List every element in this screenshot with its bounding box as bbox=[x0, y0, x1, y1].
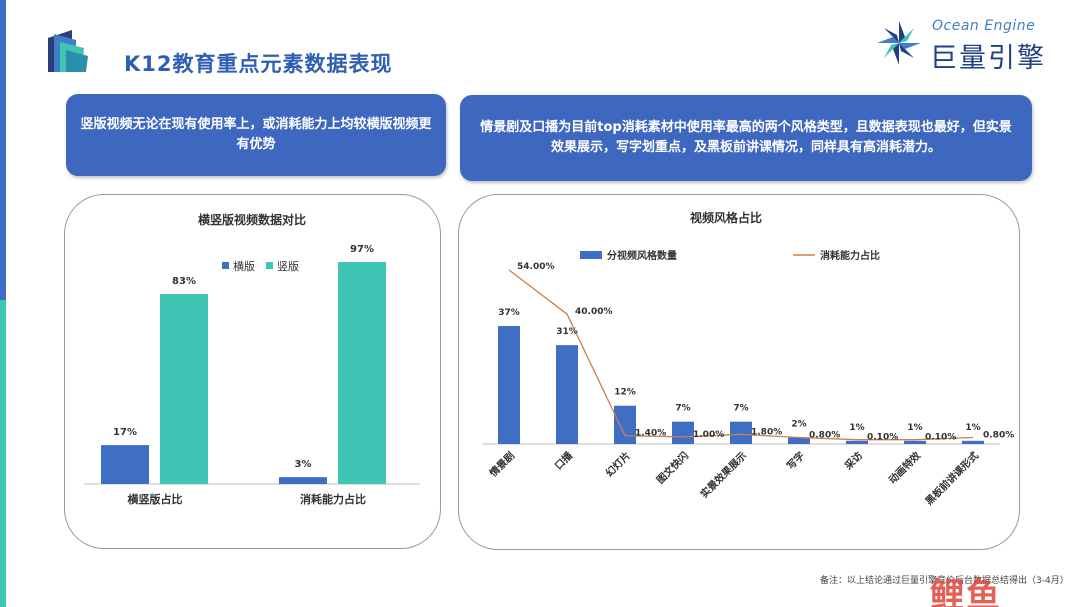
chart2-line-label: 1.40% bbox=[635, 429, 666, 439]
callout-video-style: 情景剧及口播为目前top消耗素材中使用率最高的两个风格类型，且数据表现也最好，但… bbox=[460, 95, 1032, 181]
page-title: K12教育重点元素数据表现 bbox=[124, 52, 393, 76]
chart2-legend-label: 分视频风格数量 bbox=[607, 249, 677, 262]
chart2-category-label: 情景剧 bbox=[487, 449, 517, 479]
chart1-data-label: 17% bbox=[113, 427, 137, 438]
chart2-title: 视频风格占比 bbox=[690, 210, 762, 225]
chart2-bar-label: 1% bbox=[849, 423, 864, 433]
footnote: 备注：以上结论通过巨量引擎竞价后台数据总结得出（3-4月） bbox=[820, 576, 1069, 586]
chart2-line-label: 1.80% bbox=[751, 427, 782, 437]
chart2-bar-label: 2% bbox=[791, 420, 806, 430]
chart1-bar bbox=[101, 445, 149, 484]
left-accent-teal bbox=[0, 300, 6, 607]
watermark-logo: 鲤鱼 bbox=[930, 576, 1002, 607]
chart2-bar bbox=[788, 437, 810, 444]
callout-text: 竖版视频无论在现有使用率上，或消耗能力上均较横版视频更有优势 bbox=[80, 117, 432, 152]
chart2-category-label: 黑板前讲课形式 bbox=[922, 449, 981, 508]
chart2-bar bbox=[904, 440, 926, 444]
chart2-line-label: 0.10% bbox=[925, 433, 956, 443]
chart1-title: 横竖版视频数据对比 bbox=[198, 212, 306, 227]
chart2-bar bbox=[498, 326, 520, 444]
chart2-line-series bbox=[508, 269, 974, 441]
brand-logo: Ocean Engine 巨量引擎 bbox=[874, 16, 1054, 76]
chart2-category-label: 实景效果展示 bbox=[698, 449, 750, 501]
chart1-data-label: 83% bbox=[172, 276, 196, 287]
chart2-legend-swatch-bar bbox=[580, 251, 602, 259]
left-accent-bar bbox=[0, 0, 6, 607]
chart2-bar-label: 1% bbox=[907, 423, 922, 433]
brand-name-en: Ocean Engine bbox=[932, 18, 1036, 34]
chart2-bar bbox=[730, 421, 752, 444]
chart2-bar-label: 7% bbox=[733, 404, 748, 414]
chart1-legend-label: 横版 bbox=[233, 259, 255, 273]
chart1-bar bbox=[279, 477, 327, 484]
left-accent-blue bbox=[0, 0, 6, 300]
chart1-data-label: 3% bbox=[295, 459, 312, 470]
chart2-bar-label: 7% bbox=[675, 404, 690, 414]
chart2-bar-label: 1% bbox=[965, 423, 980, 433]
chart2-category-label: 口播 bbox=[552, 448, 576, 472]
chart2-bar bbox=[614, 405, 636, 444]
chart2-line-label: 0.80% bbox=[809, 430, 840, 440]
chart2-bar bbox=[846, 440, 868, 444]
chart2-line-label: 0.80% bbox=[983, 430, 1014, 440]
chart2-line-label: 0.10% bbox=[867, 433, 898, 443]
chart1-legend-swatch bbox=[222, 262, 229, 269]
chart1-bar bbox=[338, 262, 386, 484]
brand-name-cn: 巨量引擎 bbox=[930, 43, 1046, 74]
chart2-category-label: 动画特效 bbox=[886, 448, 924, 486]
chart1-category-label: 横竖版占比 bbox=[128, 492, 183, 506]
chart2-bar bbox=[672, 421, 694, 444]
chart2-category-label: 图文快闪 bbox=[654, 449, 691, 486]
chart2-bar bbox=[962, 440, 984, 444]
chart2-bar-label: 12% bbox=[614, 388, 636, 398]
chart2-bar-label: 37% bbox=[498, 308, 520, 318]
book-logo-icon bbox=[48, 30, 88, 72]
chart2-line-label: 54.00% bbox=[517, 262, 555, 272]
callout-vertical-video: 竖版视频无论在现有使用率上，或消耗能力上均较横版视频更有优势 bbox=[66, 94, 446, 176]
chart2-line-label: 40.00% bbox=[575, 307, 613, 317]
chart2-category-label: 采访 bbox=[841, 449, 865, 473]
chart2-category-label: 写字 bbox=[784, 449, 807, 472]
chart1-bar bbox=[160, 294, 208, 484]
chart2-bar bbox=[556, 345, 578, 444]
chart2-bar-label: 31% bbox=[556, 327, 578, 337]
chart1-legend-label: 竖版 bbox=[277, 259, 299, 273]
chart2-category-label: 幻灯片 bbox=[603, 449, 633, 479]
chart1-category-label: 消耗能力占比 bbox=[300, 492, 366, 506]
chart2-line-label: 1.00% bbox=[693, 430, 724, 440]
chart2-legend-label: 消耗能力占比 bbox=[820, 249, 880, 262]
panel-style-chart bbox=[458, 194, 1020, 550]
chart1-legend-swatch bbox=[266, 262, 273, 269]
chart1-data-label: 97% bbox=[350, 244, 374, 255]
callout-text: 情景剧及口播为目前top消耗素材中使用率最高的两个风格类型，且数据表现也最好，但… bbox=[480, 120, 1012, 155]
ocean-engine-mark-icon bbox=[877, 21, 921, 65]
